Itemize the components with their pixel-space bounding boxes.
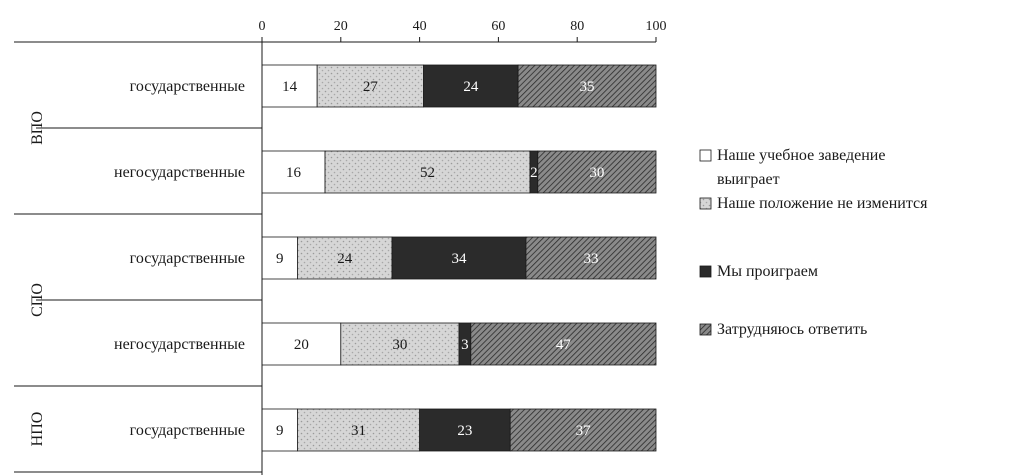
group-label: ВПО [29,111,46,145]
data-label: 20 [294,337,309,353]
bar-segment [261,322,342,366]
bar-segment [525,236,657,280]
group-label: СПО [29,283,46,317]
data-label: 9 [276,251,284,267]
bar-segment [261,408,298,452]
data-label: 30 [589,165,604,181]
legend-item: Мы проиграем [699,263,818,280]
legend-label: Затрудняюсь ответить [717,321,867,338]
legend-label: Мы проиграем [717,263,818,280]
data-label: 27 [363,79,379,95]
group-label: НПО [29,412,46,447]
x-tick-label: 60 [491,19,505,34]
data-label: 24 [463,79,479,95]
legend-swatch [699,323,712,336]
bar-segment [297,408,420,452]
bar-segment [261,150,326,194]
legend-label: Наше положение не изменится [717,195,928,212]
bar-segment [261,236,298,280]
bar-segment [391,236,527,280]
legend-item: Затрудняюсь ответить [699,321,867,338]
data-label: 31 [351,423,366,439]
data-label: 47 [556,337,572,353]
data-label: 34 [452,251,468,267]
bar-segment [324,150,531,194]
bar-segment [509,408,657,452]
legend-item: Наше учебное заведение выиграет [699,147,885,188]
category-label: государственные [130,78,245,95]
bar-segment [517,64,657,108]
category-label: государственные [130,422,245,439]
data-label: 16 [286,165,302,181]
legend-item: Наше положение не изменится [699,195,928,212]
legend-swatch [699,197,712,210]
data-label: 37 [576,423,592,439]
bar-segment [423,64,519,108]
data-label: 9 [276,423,284,439]
data-label: 24 [337,251,353,267]
x-tick-label: 100 [646,19,667,34]
data-label: 23 [457,423,472,439]
legend-label: выиграет [717,171,780,188]
bar-segment [340,322,460,366]
bar-segment [470,322,657,366]
legend-swatch [699,265,712,278]
data-label: 52 [420,165,435,181]
data-label: 14 [282,79,298,95]
bar-segment [419,408,511,452]
x-tick-label: 0 [259,19,266,34]
x-tick-label: 20 [334,19,348,34]
bar-segment [316,64,424,108]
legend-swatch [699,149,712,162]
bar-segment [261,64,318,108]
x-tick-label: 40 [413,19,427,34]
bar-segment [297,236,393,280]
x-tick-label: 80 [570,19,584,34]
data-label: 2 [530,165,538,181]
data-label: 3 [461,337,469,353]
data-label: 30 [392,337,407,353]
category-label: государственные [130,250,245,267]
data-label: 33 [583,251,598,267]
category-label: негосударственные [114,164,245,181]
data-label: 35 [580,79,595,95]
bar-segment [537,150,657,194]
legend-label: Наше учебное заведение [717,147,885,164]
category-label: негосударственные [114,336,245,353]
